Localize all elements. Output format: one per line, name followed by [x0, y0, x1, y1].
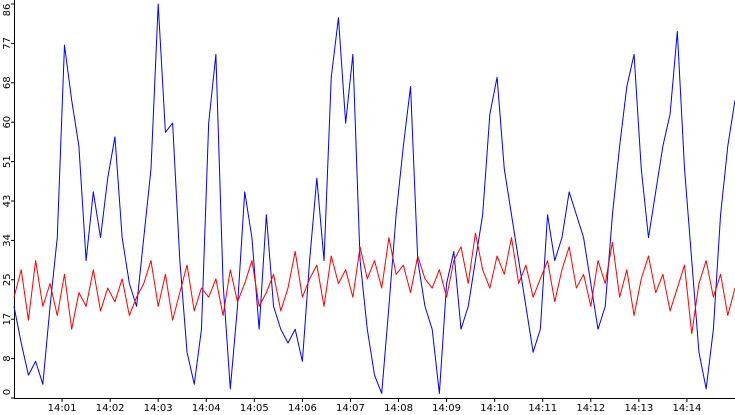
- y-tick-label: 43: [2, 195, 13, 208]
- series-line: [13, 232, 735, 335]
- x-tick-label: 14:11: [528, 403, 557, 414]
- y-tick-label: 17: [2, 313, 13, 326]
- y-tick-label: 86: [2, 4, 13, 17]
- x-tick-label: 14:12: [576, 403, 605, 414]
- x-tick-label: 14:02: [96, 403, 125, 414]
- x-tick-label: 14:08: [384, 403, 413, 414]
- y-tick-label: 34: [2, 234, 13, 247]
- x-tick-label: 14:14: [673, 403, 702, 414]
- x-tick-label: 14:07: [336, 403, 365, 414]
- y-tick-label: 8: [2, 355, 13, 361]
- x-tick-label: 14:05: [240, 403, 269, 414]
- x-tick-label: 14:04: [192, 403, 221, 414]
- x-tick-label: 14:13: [624, 403, 653, 414]
- y-tick-label: 60: [2, 116, 13, 129]
- y-tick-label: 0: [2, 389, 13, 395]
- y-tick-label: 25: [2, 273, 13, 286]
- x-tick-label: 14:10: [480, 403, 509, 414]
- x-tick-label: 14:01: [48, 403, 77, 414]
- series-line: [13, 3, 735, 394]
- x-tick-label: 14:06: [288, 403, 317, 414]
- y-tick-label: 77: [2, 37, 13, 50]
- x-tick-label: 14:09: [432, 403, 461, 414]
- y-tick-label: 68: [2, 76, 13, 89]
- y-tick-label: 51: [2, 155, 13, 168]
- x-tick-label: 14:03: [144, 403, 173, 414]
